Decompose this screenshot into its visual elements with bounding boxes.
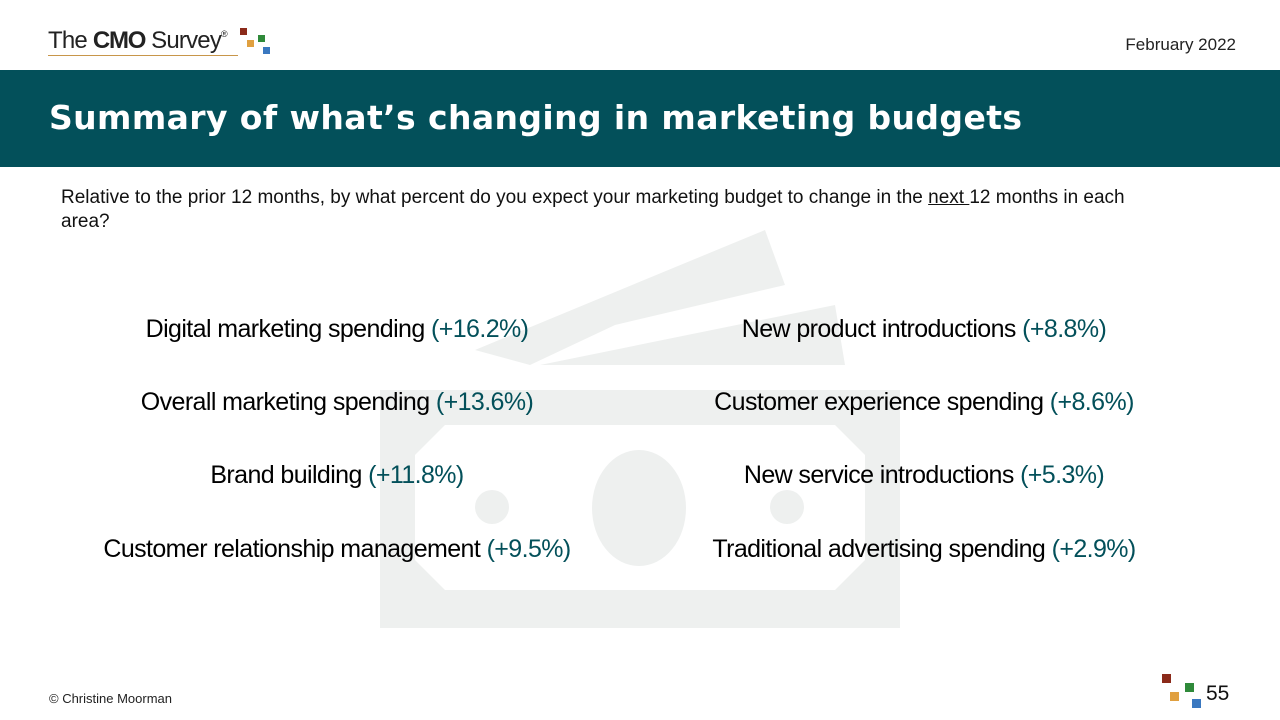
item-label: New service introductions	[743, 461, 1014, 489]
list-item: Brand building (+11.8%)	[210, 461, 464, 490]
logo-square-green-icon	[258, 35, 265, 42]
logo-square-red-icon	[240, 28, 247, 35]
item-percent: (+5.3%)	[1020, 461, 1105, 489]
page-title: Summary of what’s changing in marketing …	[49, 98, 1023, 137]
logo-the: The	[48, 27, 88, 54]
item-label: Digital marketing spending	[145, 315, 426, 343]
title-banner: Summary of what’s changing in marketing …	[0, 70, 1280, 167]
page-number: 55	[1206, 682, 1230, 705]
item-label: Traditional advertising spending	[712, 535, 1046, 563]
question-text-underlined: next	[928, 187, 970, 208]
survey-question: Relative to the prior 12 months, by what…	[61, 186, 1171, 234]
logo-square-orange-icon	[247, 40, 254, 47]
item-label: Brand building	[210, 461, 362, 489]
footer-square-orange-icon	[1170, 692, 1179, 701]
item-percent: (+9.5%)	[486, 535, 572, 563]
list-item: Customer relationship management (+9.5%)	[103, 535, 572, 564]
item-percent: (+11.8%)	[368, 461, 464, 489]
footer-square-green-icon	[1185, 683, 1194, 692]
money-bill-icon	[380, 230, 900, 628]
footer-square-blue-icon	[1192, 699, 1201, 708]
item-percent: (+13.6%)	[435, 388, 534, 416]
logo-underline	[48, 55, 238, 56]
list-item: New product introductions (+8.8%)	[741, 315, 1107, 344]
list-item: Traditional advertising spending (+2.9%)	[712, 535, 1137, 564]
logo-cmo: CMO	[92, 27, 147, 54]
item-label: Customer experience spending	[714, 388, 1044, 416]
list-item: Digital marketing spending (+16.2%)	[146, 315, 529, 344]
item-label: Overall marketing spending	[140, 388, 430, 416]
copyright-notice: © Christine Moorman	[49, 691, 173, 706]
item-percent: (+8.8%)	[1022, 315, 1107, 343]
logo-square-blue-icon	[263, 47, 270, 54]
logo-survey: Survey	[151, 27, 222, 54]
question-text-before: Relative to the prior 12 months, by what…	[61, 187, 929, 208]
item-percent: (+2.9%)	[1051, 535, 1137, 563]
item-label: Customer relationship management	[103, 535, 481, 563]
item-percent: (+8.6%)	[1049, 388, 1135, 416]
logo-wordmark: The CMO Survey®	[48, 27, 228, 55]
list-item: Customer experience spending (+8.6%)	[714, 388, 1134, 417]
report-date: February 2022	[1125, 35, 1236, 54]
cmo-squares-icon	[1160, 672, 1204, 712]
question-text-after: 12 months in each area?	[61, 187, 1125, 232]
item-percent: (+16.2%)	[431, 315, 529, 343]
list-item: New service introductions (+5.3%)	[743, 461, 1105, 490]
list-item: Overall marketing spending (+13.6%)	[140, 388, 534, 417]
footer-square-red-icon	[1162, 674, 1171, 683]
logo-registered: ®	[221, 29, 228, 39]
item-label: New product introductions	[741, 315, 1017, 343]
